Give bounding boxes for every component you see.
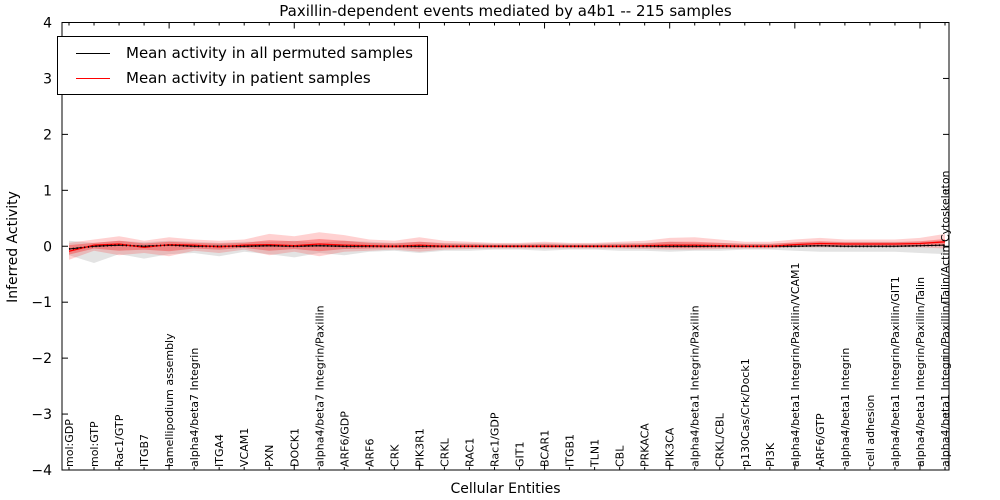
- x-category-label: PRKACA: [639, 423, 652, 467]
- x-category-label: alpha4/beta1 Integrin/Paxillin/Talin/Act…: [939, 170, 952, 467]
- x-category-label: ARF6/GDP: [338, 411, 351, 467]
- x-category-label: DOCK1: [288, 428, 301, 467]
- y-tick-label: 3: [43, 71, 52, 87]
- x-category-label: CBL: [614, 445, 627, 467]
- x-category-label: alpha4/beta7 Integrin/Paxillin: [313, 305, 326, 467]
- x-category-label: lamellipodium assembly: [163, 333, 176, 467]
- x-category-label: ITGB1: [564, 434, 577, 467]
- x-category-label: Rac1/GTP: [113, 414, 126, 467]
- x-category-label: RAC1: [463, 438, 476, 467]
- x-category-label: mol:GDP: [63, 419, 76, 467]
- legend-box: Mean activity in all permuted samples Me…: [57, 36, 428, 95]
- x-category-label: GIT1: [514, 442, 527, 468]
- x-category-label: PI3K: [764, 442, 777, 467]
- chart-title: Paxillin-dependent events mediated by a4…: [279, 2, 732, 20]
- y-tick-label: 4: [43, 16, 52, 32]
- permuted-mean-dotted-overlay: [68, 244, 946, 250]
- x-category-label: CRKL/CBL: [714, 412, 727, 467]
- x-category-label: alpha4/beta7 Integrin: [188, 348, 201, 467]
- x-category-label: p130Cas/Crk/Dock1: [739, 358, 752, 467]
- y-tick-label: −2: [31, 351, 52, 367]
- x-category-label: PIK3R1: [413, 428, 426, 467]
- x-category-label: mol:GTP: [88, 421, 101, 467]
- x-category-label: alpha4/beta1 Integrin: [839, 348, 852, 467]
- y-axis-label: Inferred Activity: [5, 191, 21, 303]
- patient-mean-line: [68, 241, 946, 252]
- x-category-label: VCAM1: [238, 428, 251, 467]
- y-tick-label: 1: [43, 183, 52, 199]
- x-category-label: TLN1: [589, 439, 602, 468]
- x-category-label: alpha4/beta1 Integrin/Paxillin/VCAM1: [789, 262, 802, 467]
- y-tick-label: −4: [31, 463, 52, 479]
- x-category-label: ITGA4: [213, 434, 226, 467]
- x-category-label: CRK: [388, 444, 401, 467]
- permuted-line-swatch: [76, 52, 110, 54]
- y-tick-label: 0: [43, 239, 52, 255]
- x-category-label: BCAR1: [539, 430, 552, 467]
- y-tick-label: −3: [31, 407, 52, 423]
- patient-line-swatch: [76, 77, 110, 79]
- x-axis-label: Cellular Entities: [450, 481, 561, 497]
- legend-label-patient: Mean activity in patient samples: [126, 69, 371, 87]
- x-category-label: alpha4/beta1 Integrin/Paxillin/Talin: [914, 277, 927, 467]
- x-category-label: alpha4/beta1 Integrin/Paxillin: [689, 305, 702, 467]
- x-category-label: cell adhesion: [864, 395, 877, 467]
- x-category-label: ITGB7: [138, 434, 151, 467]
- legend-item-patient: Mean activity in patient samples: [68, 69, 413, 87]
- y-tick-label: 2: [43, 127, 52, 143]
- y-tick-label: −1: [31, 295, 52, 311]
- x-category-label: PXN: [263, 445, 276, 467]
- x-category-label: PIK3CA: [664, 427, 677, 467]
- legend-item-permuted: Mean activity in all permuted samples: [68, 44, 413, 62]
- x-category-label: alpha4/beta1 Integrin/Paxillin/GIT1: [889, 276, 902, 467]
- x-category-label: ARF6/GTP: [814, 413, 827, 467]
- x-category-label: CRKL: [438, 437, 451, 467]
- x-category-label: Rac1/GDP: [488, 412, 501, 467]
- x-category-label: ARF6: [363, 439, 376, 468]
- legend-label-permuted: Mean activity in all permuted samples: [126, 44, 413, 62]
